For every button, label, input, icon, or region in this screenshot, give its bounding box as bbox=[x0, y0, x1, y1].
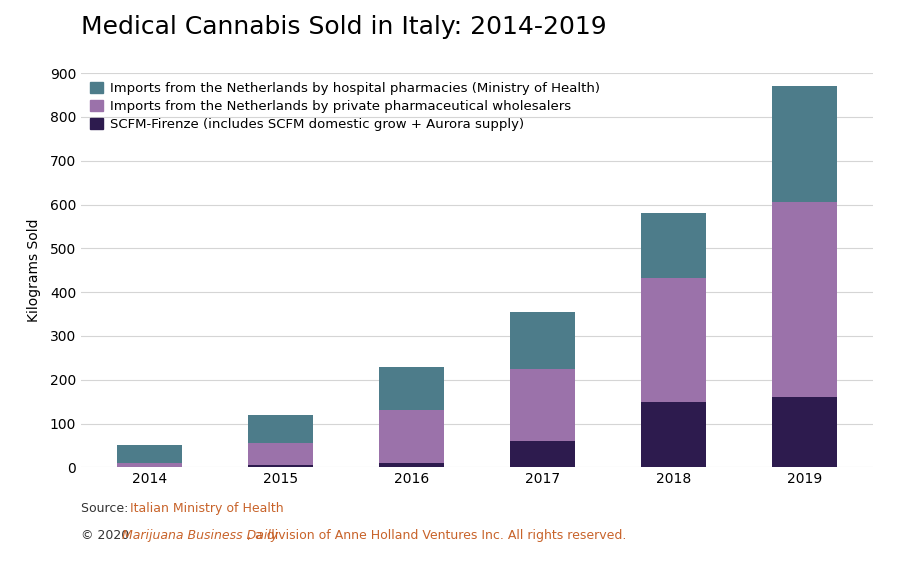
Bar bbox=[117, 463, 183, 467]
Bar bbox=[771, 202, 837, 397]
Bar bbox=[117, 445, 183, 463]
Text: Italian Ministry of Health: Italian Ministry of Health bbox=[130, 502, 284, 515]
Bar bbox=[509, 441, 575, 467]
Bar bbox=[641, 401, 706, 467]
Y-axis label: Kilograms Sold: Kilograms Sold bbox=[27, 218, 41, 322]
Text: , a division of Anne Holland Ventures Inc. All rights reserved.: , a division of Anne Holland Ventures In… bbox=[247, 529, 626, 542]
Bar bbox=[379, 463, 445, 467]
Bar bbox=[248, 465, 313, 467]
Bar bbox=[771, 397, 837, 467]
Bar bbox=[771, 86, 837, 202]
Text: Source:: Source: bbox=[81, 502, 132, 515]
Text: © 2020: © 2020 bbox=[81, 529, 133, 542]
Text: Marijuana Business Daily: Marijuana Business Daily bbox=[122, 529, 279, 542]
Bar bbox=[641, 213, 706, 278]
Legend: Imports from the Netherlands by hospital pharmacies (Ministry of Health), Import: Imports from the Netherlands by hospital… bbox=[87, 80, 603, 133]
Bar bbox=[509, 312, 575, 369]
Bar bbox=[379, 410, 445, 463]
Bar bbox=[509, 369, 575, 441]
Bar bbox=[379, 367, 445, 410]
Bar bbox=[248, 415, 313, 443]
Bar bbox=[641, 278, 706, 401]
Text: Medical Cannabis Sold in Italy: 2014-2019: Medical Cannabis Sold in Italy: 2014-201… bbox=[81, 15, 607, 39]
Bar bbox=[248, 443, 313, 465]
